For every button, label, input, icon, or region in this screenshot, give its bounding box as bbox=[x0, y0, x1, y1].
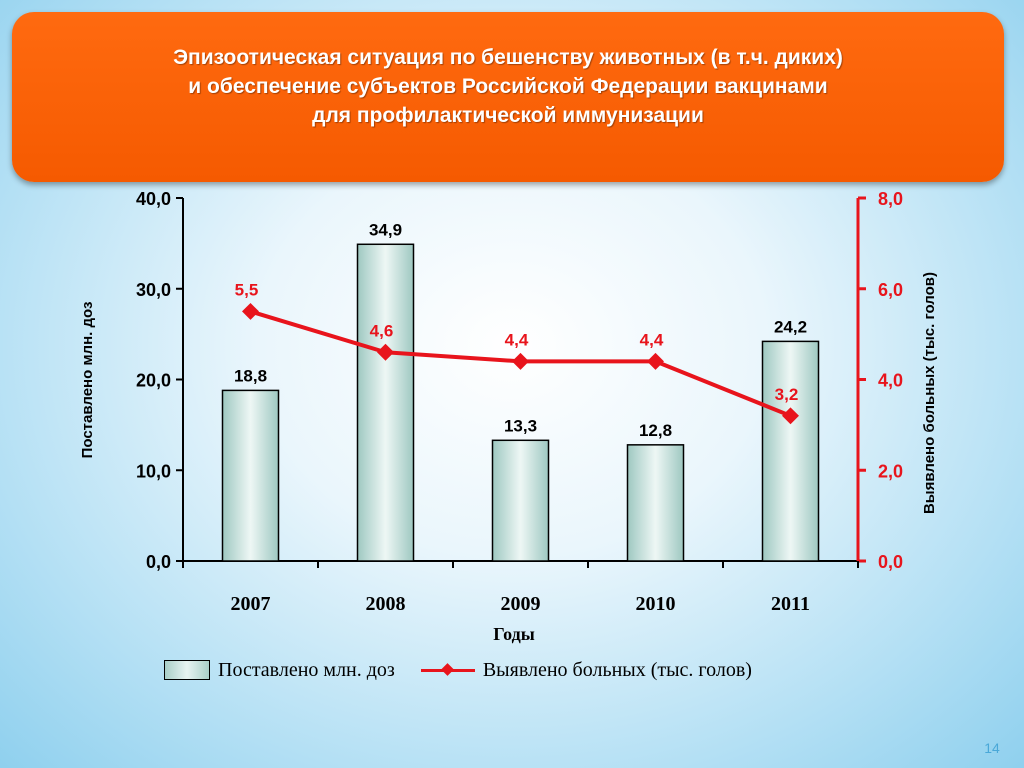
x-tick-label: 2010 bbox=[636, 593, 676, 615]
y-axis-right-title: Выявлено больных (тыс. голов) bbox=[921, 271, 938, 515]
y-left-tick-label: 40,0 bbox=[136, 189, 171, 209]
bar bbox=[356, 243, 415, 562]
bar bbox=[626, 444, 685, 562]
bar-data-label: 34,9 bbox=[369, 220, 402, 239]
line-data-label: 3,2 bbox=[775, 385, 799, 404]
legend-bar-label: Поставлено млн. доз bbox=[218, 658, 395, 681]
y-left-tick-label: 20,0 bbox=[136, 371, 171, 391]
title-line-1: Эпизоотическая ситуация по бешенству жив… bbox=[173, 45, 843, 69]
line-point-marker bbox=[377, 343, 394, 361]
chart-legend: Поставлено млн. доз Выявлено больных (ты… bbox=[164, 655, 864, 685]
bar bbox=[761, 340, 820, 562]
y-right-tick-label: 2,0 bbox=[878, 461, 903, 481]
title-line-2: и обеспечение субъектов Российской Федер… bbox=[188, 74, 828, 98]
bar-data-label: 12,8 bbox=[639, 421, 672, 440]
y-left-tick-label: 10,0 bbox=[136, 461, 171, 481]
y-right-tick-label: 6,0 bbox=[878, 280, 903, 300]
line-point-marker bbox=[512, 352, 529, 370]
x-axis-title: Годы bbox=[493, 624, 535, 644]
x-tick-label: 2011 bbox=[771, 593, 810, 615]
line-point-marker bbox=[782, 407, 799, 425]
bar-data-label: 18,8 bbox=[234, 366, 267, 385]
y-right-tick-label: 0,0 bbox=[878, 552, 903, 572]
line-point-marker bbox=[647, 352, 664, 370]
bar bbox=[491, 439, 550, 562]
x-tick-label: 2009 bbox=[501, 593, 541, 615]
line-data-label: 4,4 bbox=[505, 330, 529, 349]
legend-bar-swatch bbox=[164, 660, 210, 680]
y-axis-left-title: Поставлено млн. доз bbox=[79, 301, 96, 459]
line-point-marker bbox=[242, 302, 259, 320]
x-tick-label: 2008 bbox=[366, 593, 406, 615]
y-left-tick-label: 30,0 bbox=[136, 280, 171, 300]
title-banner: Эпизоотическая ситуация по бешенству жив… bbox=[12, 12, 1004, 182]
line-data-label: 5,5 bbox=[235, 280, 259, 299]
bar-data-label: 24,2 bbox=[774, 317, 807, 336]
y-right-tick-label: 4,0 bbox=[878, 371, 903, 391]
bar-data-label: 13,3 bbox=[504, 416, 537, 435]
legend-line-swatch bbox=[420, 660, 475, 680]
y-right-tick-label: 8,0 bbox=[878, 189, 903, 209]
x-tick-label: 2007 bbox=[231, 593, 271, 615]
page-number: 14 bbox=[984, 740, 1000, 756]
legend-line-label: Выявлено больных (тыс. голов) bbox=[482, 658, 752, 681]
title-line-3: для профилактической иммунизации bbox=[312, 103, 704, 127]
y-left-tick-label: 0,0 bbox=[146, 552, 171, 572]
slide-title: Эпизоотическая ситуация по бешенству жив… bbox=[58, 43, 958, 130]
bar bbox=[221, 389, 280, 562]
line-data-label: 4,6 bbox=[370, 321, 394, 340]
line-data-label: 4,4 bbox=[640, 330, 664, 349]
